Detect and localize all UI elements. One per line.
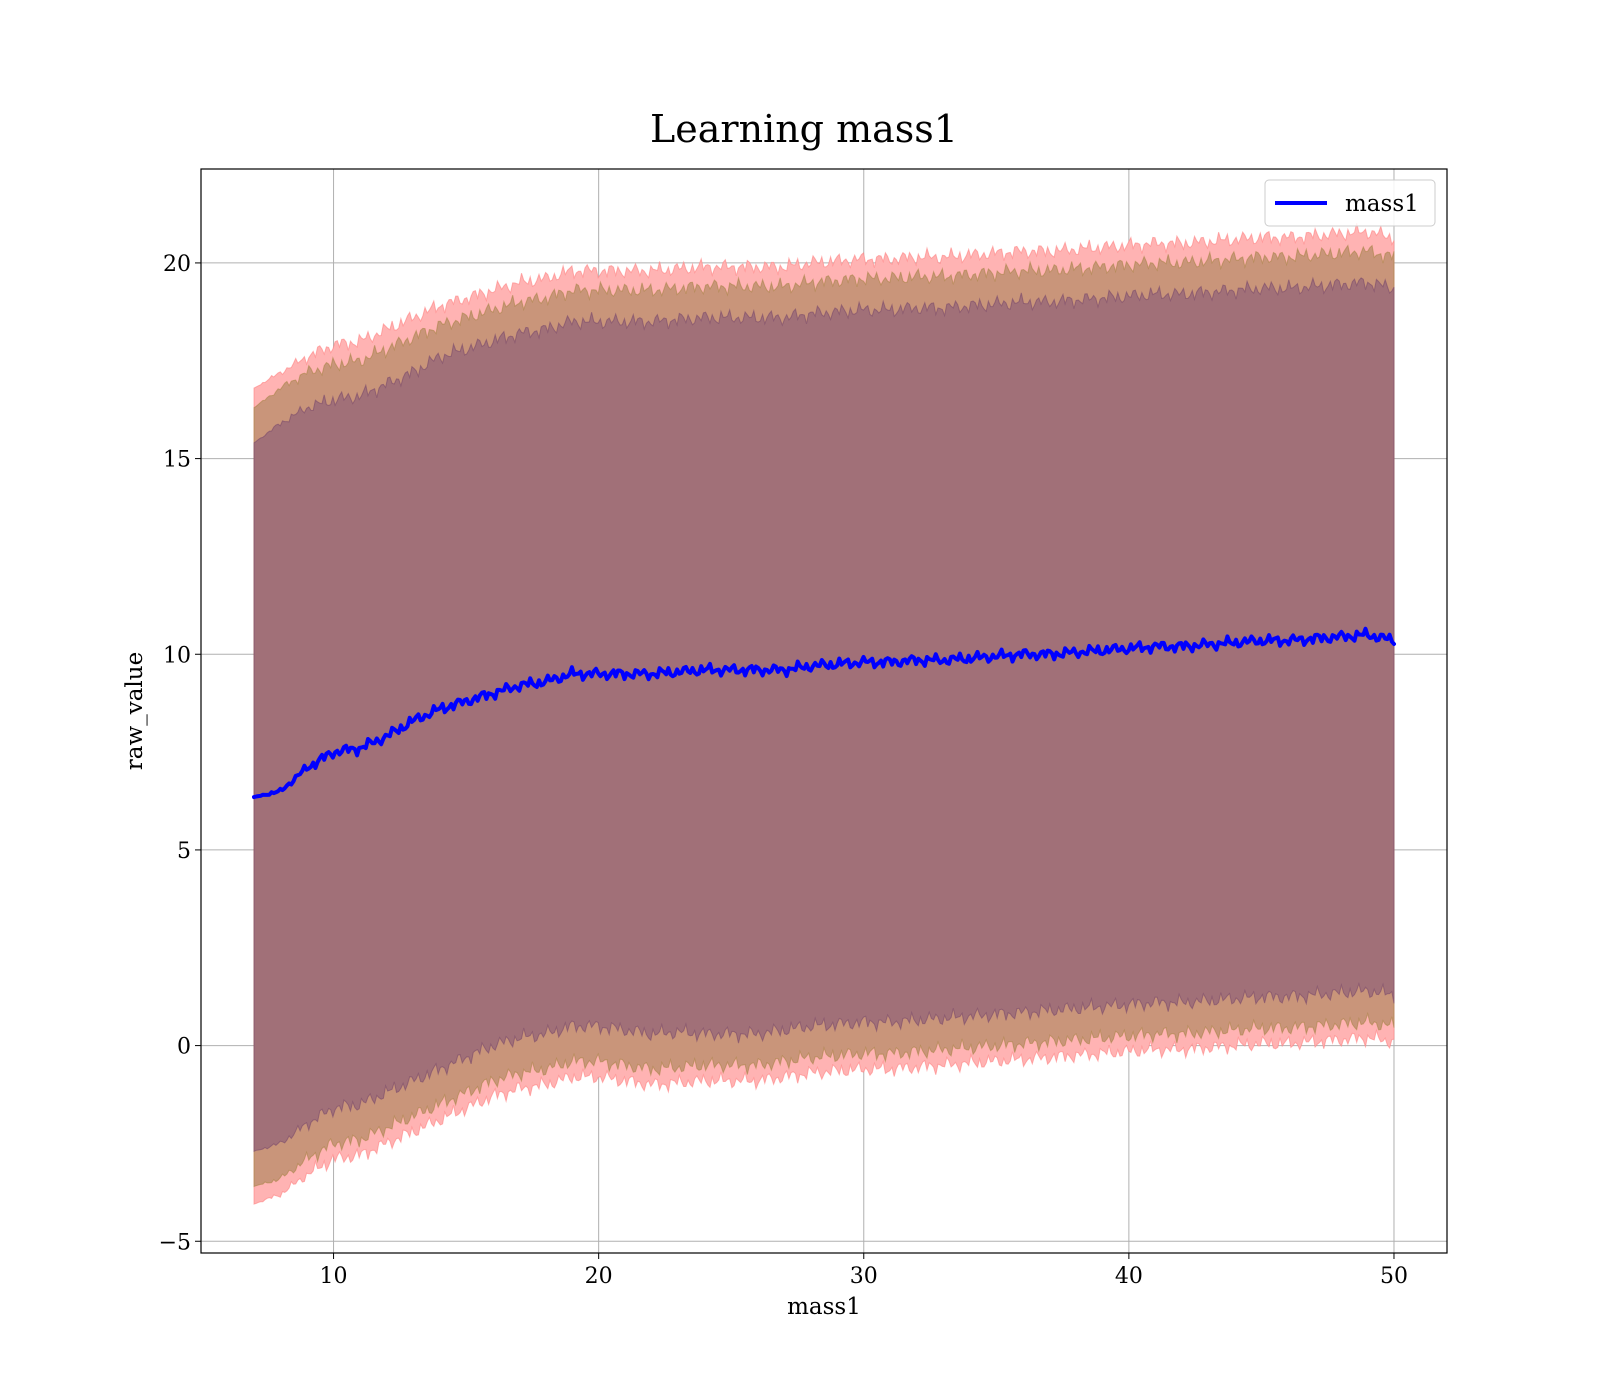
y-axis-title: raw_value — [122, 652, 148, 770]
y-tick-label: 0 — [177, 1035, 191, 1060]
y-tick-label: −5 — [159, 1230, 191, 1255]
x-tick-label: 40 — [1115, 1264, 1143, 1289]
x-tick-label: 10 — [320, 1264, 348, 1289]
x-axis: 10 20 30 40 50 mass1 — [320, 1253, 1408, 1320]
y-axis: −5 0 5 10 15 20 raw_value — [122, 252, 201, 1255]
y-tick-label: 20 — [163, 252, 191, 277]
series-line-mass1 — [252, 626, 1396, 800]
plot-area: mass1 — [200, 168, 1448, 1254]
x-tick-label: 50 — [1380, 1264, 1408, 1289]
y-tick-label: 10 — [163, 643, 191, 668]
band-inner — [253, 276, 1395, 1153]
plot-frame — [200, 168, 1448, 1254]
x-tick-label: 20 — [585, 1264, 613, 1289]
chart-title: Learning mass1 — [650, 107, 958, 151]
y-tick-label: 5 — [177, 839, 191, 864]
legend-box — [1264, 179, 1436, 227]
y-tick-label: 15 — [163, 448, 191, 473]
legend-label-mass1: mass1 — [1345, 191, 1419, 217]
x-axis-title: mass1 — [787, 1294, 861, 1320]
legend: mass1 — [1264, 179, 1436, 227]
x-tick-label: 30 — [850, 1264, 878, 1289]
